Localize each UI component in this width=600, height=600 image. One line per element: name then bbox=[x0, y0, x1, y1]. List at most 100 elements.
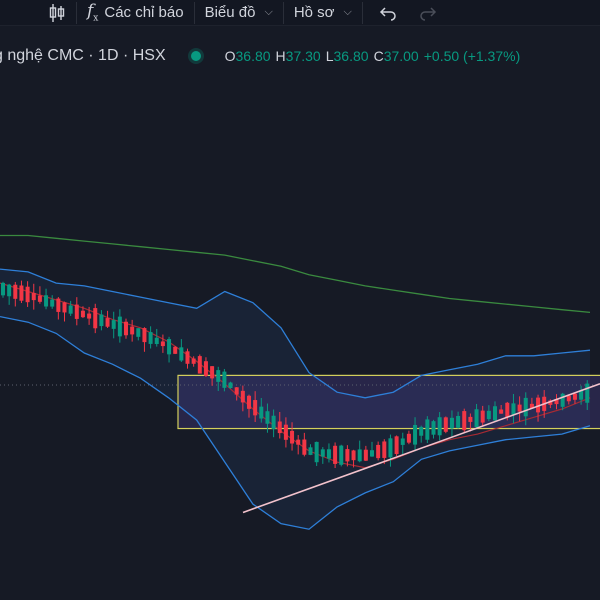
candle-body bbox=[388, 438, 393, 458]
candle-body bbox=[68, 305, 73, 314]
candle-body bbox=[443, 417, 448, 432]
candle-body bbox=[271, 415, 276, 430]
candle-body bbox=[566, 395, 571, 402]
candles bbox=[1, 280, 590, 469]
bollinger-upper-line bbox=[0, 268, 591, 399]
trend-line-segment bbox=[242, 383, 600, 514]
candle-body bbox=[320, 449, 325, 457]
candle-body bbox=[185, 351, 190, 364]
symbol-title[interactable]: g nghệ CMC · 1D · HSX bbox=[0, 47, 166, 64]
open-value: 36.80 bbox=[235, 48, 271, 64]
candle-body bbox=[197, 356, 202, 374]
candle-body bbox=[351, 450, 356, 461]
candle-body bbox=[345, 449, 350, 462]
candle-body bbox=[536, 397, 541, 413]
indicators-button[interactable]: fx Các chỉ báo bbox=[87, 1, 184, 23]
candle-body bbox=[247, 395, 251, 409]
candle-body bbox=[394, 436, 399, 454]
candle-body bbox=[93, 308, 98, 329]
candle-body bbox=[462, 411, 467, 431]
fx-icon: fx bbox=[87, 1, 99, 24]
undo-icon bbox=[379, 6, 396, 21]
candle-body bbox=[277, 421, 282, 434]
candle-body bbox=[74, 304, 79, 319]
candle-body bbox=[357, 449, 362, 462]
candle-body bbox=[486, 410, 491, 420]
profile-menu-button[interactable]: Hồ sơ ⌵ bbox=[294, 4, 352, 21]
candle-body bbox=[136, 328, 141, 337]
candle-body bbox=[499, 409, 504, 414]
chart-menu-label: Biểu đồ bbox=[204, 4, 256, 21]
candle-body bbox=[419, 426, 424, 436]
symbol-legend: g nghệ CMC · 1D · HSX O36.80 H37.30 L36.… bbox=[0, 44, 600, 68]
candle-body bbox=[50, 299, 55, 307]
candle-body bbox=[339, 445, 344, 465]
candle-body bbox=[1, 282, 5, 296]
top-toolbar: fx Các chỉ báo Biểu đồ ⌵ Hồ sơ ⌵ bbox=[0, 0, 600, 26]
candle-body bbox=[363, 449, 368, 461]
toolbar-divider bbox=[282, 1, 284, 24]
change-value: +0.50 (+1.37%) bbox=[423, 48, 521, 64]
profile-menu-label: Hồ sơ bbox=[293, 4, 335, 21]
undo-button[interactable] bbox=[379, 5, 397, 21]
candle-body bbox=[333, 445, 338, 464]
close-key: C bbox=[373, 48, 384, 64]
candle-body bbox=[148, 332, 153, 344]
candle-body bbox=[19, 285, 24, 301]
redo-button[interactable] bbox=[419, 5, 437, 21]
candle-body bbox=[296, 439, 301, 445]
candle-body bbox=[585, 383, 590, 403]
candle-body bbox=[437, 417, 442, 436]
chevron-down-icon: ⌵ bbox=[343, 6, 352, 18]
candle-body bbox=[523, 397, 528, 417]
candle-body bbox=[44, 295, 49, 307]
bollinger-fill-area bbox=[0, 269, 590, 530]
moving-average-line bbox=[0, 282, 591, 469]
candle-body bbox=[99, 314, 104, 327]
candle-body bbox=[130, 326, 135, 335]
candle-body bbox=[259, 406, 264, 419]
candle-body bbox=[505, 402, 510, 418]
candle-body bbox=[173, 346, 178, 354]
toolbar-divider bbox=[361, 1, 363, 24]
candle-body bbox=[222, 371, 227, 388]
close-value: 37.00 bbox=[383, 48, 419, 64]
candle-body bbox=[560, 393, 565, 407]
candle-body bbox=[376, 444, 381, 459]
candle-body bbox=[302, 439, 307, 455]
candle-body bbox=[37, 295, 42, 302]
candle-body bbox=[210, 366, 215, 379]
candle-body bbox=[554, 398, 559, 405]
toolbar-divider bbox=[193, 1, 195, 24]
trend-line[interactable] bbox=[242, 383, 600, 514]
candle-body bbox=[240, 390, 245, 403]
candle-body bbox=[62, 302, 67, 313]
redo-icon bbox=[420, 6, 436, 21]
candle-body bbox=[283, 424, 288, 440]
chart-menu-button[interactable]: Biểu đồ ⌵ bbox=[205, 4, 273, 21]
candle-body bbox=[290, 430, 295, 444]
candle-body bbox=[425, 419, 430, 440]
candle-body bbox=[228, 382, 233, 389]
bollinger-lower-line bbox=[0, 315, 591, 530]
candle-body bbox=[468, 416, 473, 422]
candle-body bbox=[548, 400, 553, 405]
candle-body bbox=[511, 403, 516, 415]
bollinger-band-fill bbox=[0, 269, 590, 530]
candle-body bbox=[31, 292, 36, 301]
candle-body bbox=[25, 286, 30, 303]
low-key: L bbox=[325, 48, 334, 64]
candles-icon[interactable] bbox=[48, 3, 66, 23]
candle-body bbox=[234, 387, 239, 395]
candle-body bbox=[474, 409, 479, 428]
ohlc-values: O36.80 H37.30 L36.80 C37.00 +0.50 (+1.37… bbox=[225, 48, 521, 64]
candle-body bbox=[308, 447, 313, 455]
sma-long-line bbox=[0, 234, 591, 314]
candle-body bbox=[456, 415, 461, 428]
candle-body bbox=[191, 358, 196, 364]
candle-body bbox=[253, 400, 258, 416]
candle-body bbox=[216, 370, 221, 382]
high-value: 37.30 bbox=[285, 48, 321, 64]
indicator-lines bbox=[0, 234, 591, 530]
